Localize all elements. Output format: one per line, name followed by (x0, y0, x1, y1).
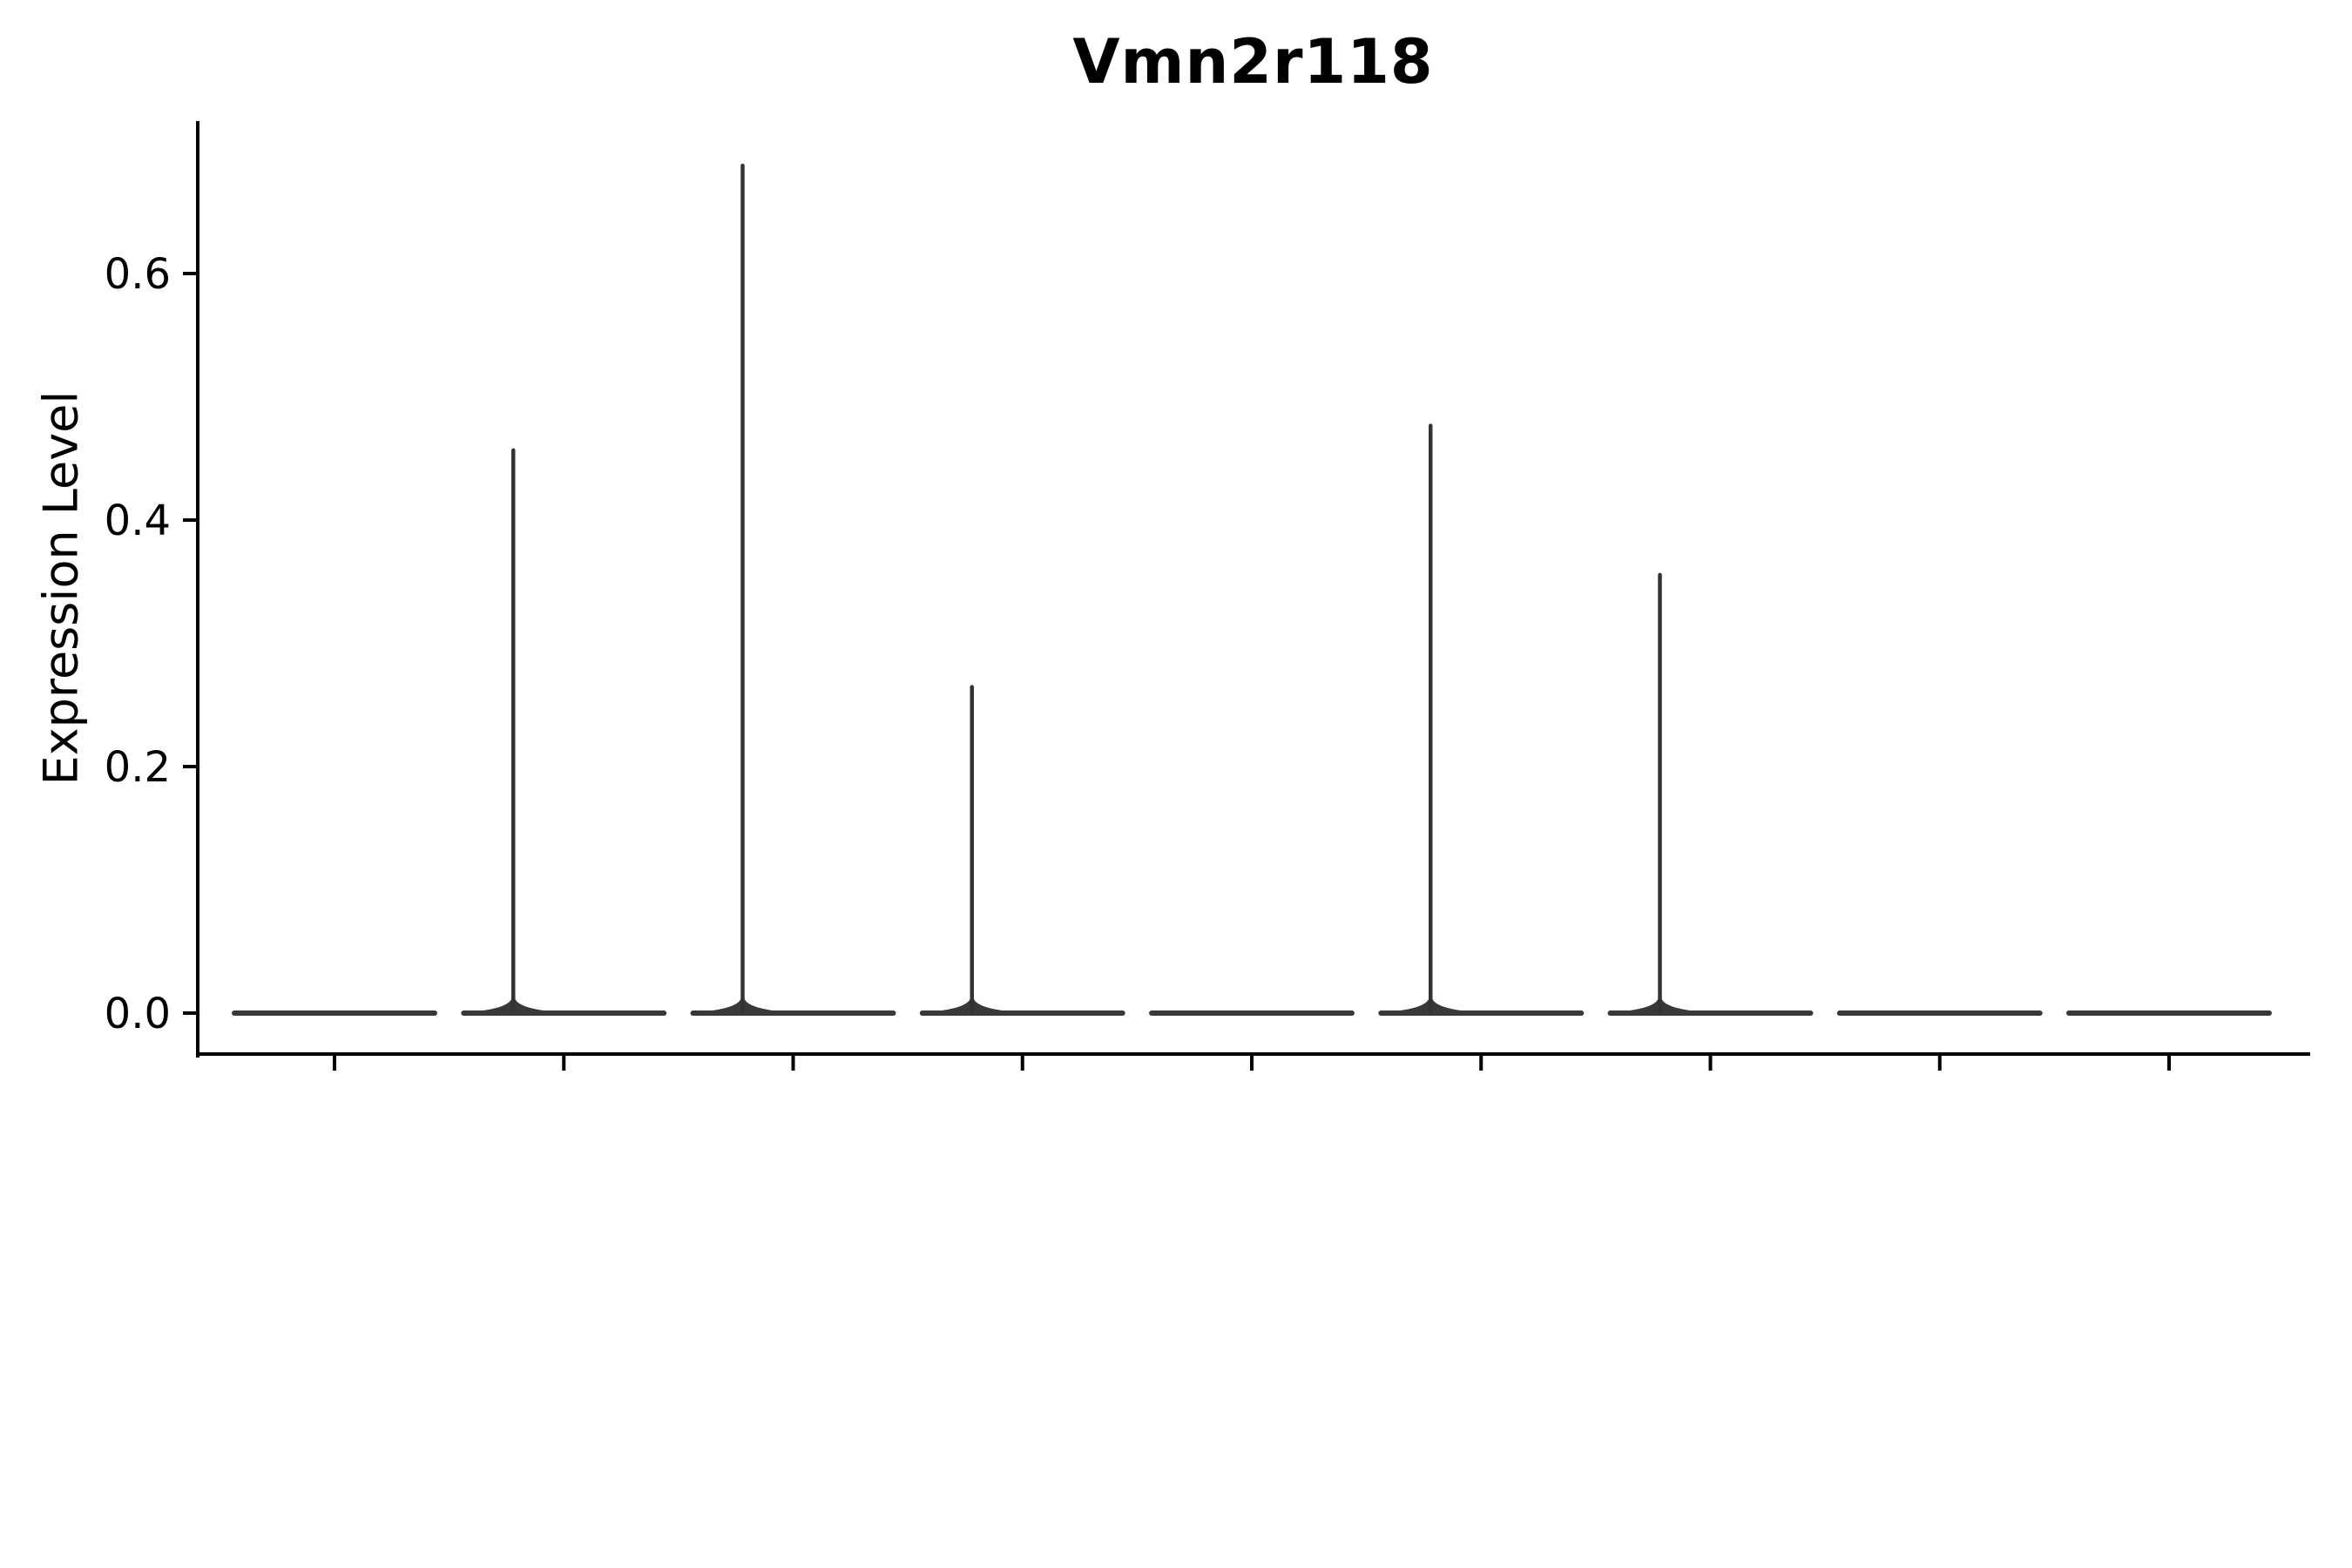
x-tick-mark (2167, 1056, 2171, 1071)
x-axis-spine (196, 1052, 2310, 1056)
y-tick-label: 0.0 (105, 990, 171, 1038)
violin-body (232, 1010, 437, 1016)
y-tick-mark (183, 1011, 198, 1015)
y-tick-mark (183, 272, 198, 275)
violin-body (2066, 1010, 2272, 1016)
x-tick-mark (1020, 1056, 1024, 1071)
x-tick-mark (562, 1056, 566, 1071)
x-tick-mark (791, 1056, 795, 1071)
y-tick-mark (183, 765, 198, 768)
x-tick-mark (1479, 1056, 1484, 1071)
y-tick-label: 0.6 (105, 250, 171, 299)
violin-body (1836, 1010, 2043, 1016)
x-tick-mark (333, 1056, 336, 1071)
x-tick-mark (1937, 1056, 1942, 1071)
x-tick-mark (1708, 1056, 1713, 1071)
y-tick-mark (183, 518, 198, 522)
y-axis-spine (196, 121, 199, 1058)
x-tick-mark (1250, 1056, 1254, 1071)
violin-body (1149, 1010, 1355, 1016)
y-tick-label: 0.2 (105, 743, 171, 792)
y-tick-label: 0.4 (105, 497, 171, 545)
plot-title: Vmn2r118 (1072, 26, 1434, 98)
